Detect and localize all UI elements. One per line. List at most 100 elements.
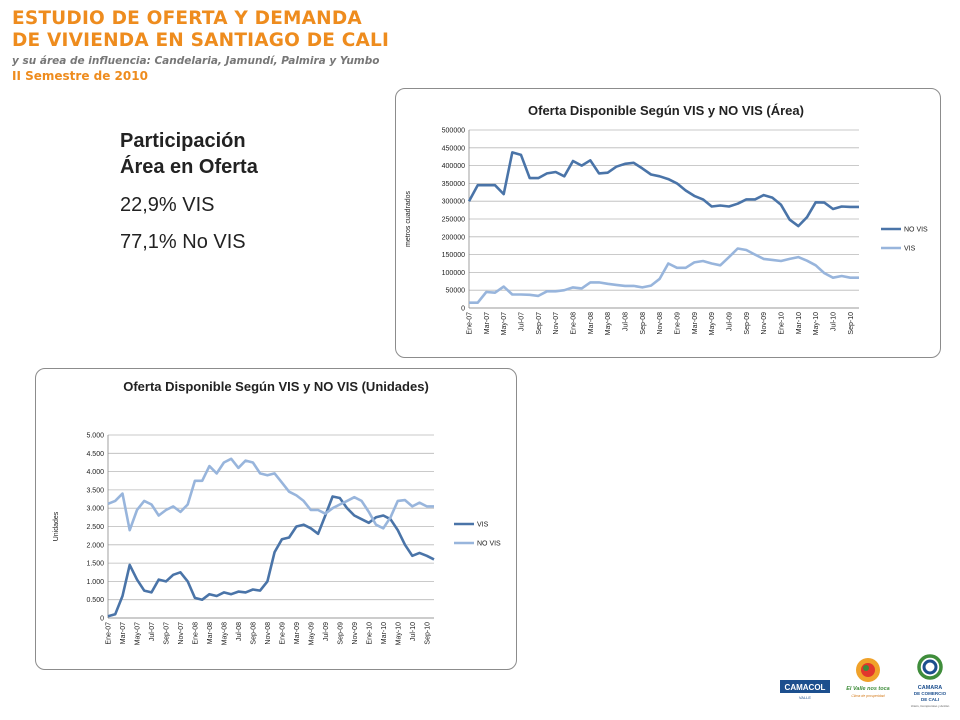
area-chart-xtick-label: Ene-10 [779, 312, 786, 335]
area-chart-xtick-label: Nov-09 [761, 312, 768, 335]
camara-logo: CAMARA DE COMERCIO DE CALI Unión, Compro… [911, 654, 950, 708]
units-chart-xtick-label: Sep-07 [163, 622, 170, 645]
area-chart-ytick-label: 250000 [442, 217, 465, 224]
area-chart-ytick-label: 150000 [442, 252, 465, 259]
area-chart-xtick-label: Ene-09 [675, 312, 682, 335]
participacion-novis: 77,1% No VIS [120, 231, 246, 253]
area-chart-xtick-label: Nov-07 [553, 312, 560, 335]
units-chart-xtick-label: Ene-10 [366, 622, 373, 645]
area-chart-ytick-label: 400000 [442, 163, 465, 170]
area-chart-xtick-label: Nov-08 [657, 312, 664, 335]
units-chart-legend-label: NO VIS [477, 541, 501, 548]
area-chart-xtick-label: May-10 [813, 312, 820, 335]
camara-text-2: DE COMERCIO [914, 691, 947, 696]
units-chart-xtick-label: Mar-09 [294, 622, 301, 644]
area-chart-xtick-label: Ene-07 [467, 312, 474, 335]
participacion-vis: 22,9% VIS [120, 194, 215, 216]
area-chart-xtick-label: Mar-10 [796, 312, 803, 334]
units-chart-xtick-label: Jul-08 [236, 622, 243, 641]
area-chart-xtick-label: May-09 [709, 312, 716, 335]
area-chart-ytick-label: 200000 [442, 234, 465, 241]
area-chart-xtick-label: Mar-07 [484, 312, 491, 334]
camacol-text: CAMACOL [785, 683, 826, 692]
units-chart-xtick-label: Sep-08 [250, 622, 257, 645]
area-chart-xtick-label: Jul-10 [831, 312, 838, 331]
units-chart-ytick-label: 1.500 [86, 561, 104, 568]
area-chart-ytick-label: 300000 [442, 199, 465, 206]
units-chart-xtick-label: Sep-09 [337, 622, 344, 645]
units-chart-xtick-label: Jul-07 [149, 622, 156, 641]
units-chart-ytick-label: 0.500 [86, 597, 104, 604]
units-chart-xtick-label: Jul-10 [410, 622, 417, 641]
area-chart-xtick-label: Mar-08 [588, 312, 595, 334]
area-chart-series-no-vis [467, 151, 859, 228]
units-chart-series-vis [107, 495, 435, 618]
units-chart-ytick-label: 2.000 [86, 542, 104, 549]
units-chart-xtick-label: Mar-08 [207, 622, 214, 644]
units-chart-ytick-label: 1.000 [86, 579, 104, 586]
camacol-sub: VALLE [799, 695, 811, 700]
units-chart-xtick-label: Sep-10 [424, 622, 431, 645]
area-chart-ytick-label: 450000 [442, 145, 465, 152]
area-chart: Oferta Disponible Según VIS y NO VIS (Ár… [405, 103, 928, 335]
units-chart-xtick-label: Mar-07 [120, 622, 127, 644]
units-chart-ytick-label: 0 [100, 616, 104, 623]
area-chart-ytick-label: 100000 [442, 270, 465, 277]
units-chart-panel: Oferta Disponible Según VIS y NO VIS (Un… [35, 368, 517, 670]
area-chart-ytick-label: 50000 [446, 288, 466, 295]
area-chart-ytick-label: 0 [461, 306, 465, 313]
units-chart-xtick-label: Ene-07 [106, 622, 113, 645]
participacion-title-line1: Participación [120, 130, 246, 152]
logos: CAMACOL VALLE El Valle nos toca Clima de… [780, 654, 950, 708]
area-chart-ytick-label: 500000 [442, 128, 465, 135]
header: ESTUDIO DE OFERTA Y DEMANDA DE VIVIENDA … [12, 8, 389, 84]
units-chart: Oferta Disponible Según VIS y NO VIS (Un… [53, 379, 501, 645]
area-chart-series-vis [469, 247, 859, 304]
units-chart-xtick-label: Ene-08 [192, 622, 199, 645]
header-subtitle: y su área de influencia: Candelaria, Jam… [12, 55, 380, 67]
camara-sub: Unión, Compromiso y Acción [911, 704, 950, 708]
units-chart-xtick-label: May-09 [308, 622, 315, 645]
valle-logo: El Valle nos toca Clima de prosperidad [846, 658, 890, 698]
units-chart-xtick-label: Nov-09 [352, 622, 359, 645]
area-chart-ylabel: metros cuadrados [405, 190, 412, 247]
units-chart-xtick-label: May-08 [221, 622, 228, 645]
area-chart-xtick-label: May-07 [501, 312, 508, 335]
participacion-title-line2: Área en Oferta [120, 156, 258, 178]
units-chart-xtick-label: May-07 [134, 622, 141, 645]
area-chart-xtick-label: Mar-09 [692, 312, 699, 334]
units-chart-ytick-label: 3.000 [86, 506, 104, 513]
header-title-line2: DE VIVIENDA EN SANTIAGO DE CALI [12, 30, 390, 51]
area-chart-xtick-label: Jul-09 [727, 312, 734, 331]
area-chart-xtick-label: Sep-10 [848, 312, 855, 335]
area-chart-ytick-label: 350000 [442, 181, 465, 188]
participacion-block: Participación Área en Oferta 22,9% VIS 7… [120, 128, 360, 254]
area-chart-xtick-label: Sep-09 [744, 312, 751, 335]
units-chart-xtick-label: Nov-08 [265, 622, 272, 645]
units-chart-xtick-label: Nov-07 [178, 622, 185, 645]
header-title-line1: ESTUDIO DE OFERTA Y DEMANDA [12, 8, 362, 29]
camara-text-1: CAMARA [918, 685, 942, 691]
area-chart-xtick-label: Ene-08 [571, 312, 578, 335]
units-chart-xtick-label: Ene-09 [279, 622, 286, 645]
area-chart-legend-label: VIS [904, 246, 916, 253]
area-chart-xtick-label: May-08 [605, 312, 612, 335]
units-chart-ytick-label: 5.000 [86, 433, 104, 440]
area-chart-xtick-label: Sep-07 [536, 312, 543, 335]
units-chart-ytick-label: 2.500 [86, 524, 104, 531]
area-chart-title: Oferta Disponible Según VIS y NO VIS (Ár… [528, 103, 804, 118]
units-chart-ytick-label: 4.500 [86, 451, 104, 458]
area-chart-xtick-label: Sep-08 [640, 312, 647, 335]
units-chart-xtick-label: Mar-10 [381, 622, 388, 644]
valle-text: El Valle nos toca [846, 686, 890, 692]
camara-text-3: DE CALI [921, 697, 939, 702]
units-chart-series-no-vis [107, 457, 434, 532]
units-chart-ytick-label: 4.000 [86, 469, 104, 476]
units-chart-xtick-label: Jul-09 [323, 622, 330, 641]
header-semester: II Semestre de 2010 [12, 69, 148, 83]
area-chart-panel: Oferta Disponible Según VIS y NO VIS (Ár… [395, 88, 941, 358]
camacol-logo: CAMACOL VALLE [780, 680, 830, 700]
units-chart-legend-label: VIS [477, 522, 489, 529]
area-chart-legend-label: NO VIS [904, 227, 928, 234]
units-chart-ytick-label: 3.500 [86, 487, 104, 494]
